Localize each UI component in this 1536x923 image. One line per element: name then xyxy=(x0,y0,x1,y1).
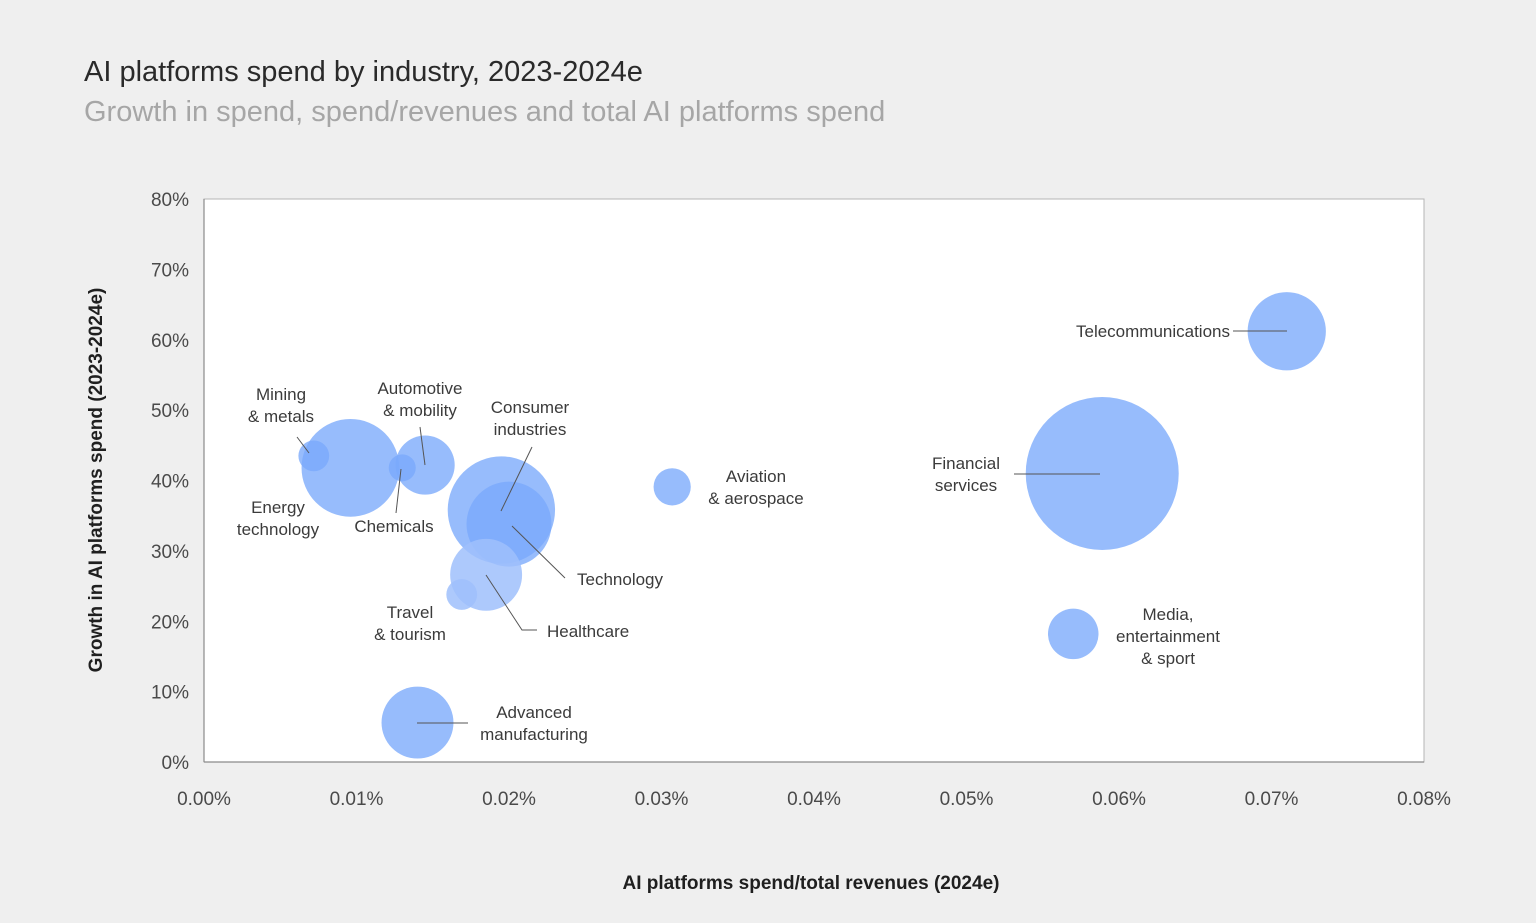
bubble-financial-services xyxy=(1025,396,1179,550)
bubble-label: Healthcare xyxy=(547,622,629,641)
leader-line xyxy=(485,574,537,631)
x-tick-label: 0.00% xyxy=(177,789,231,810)
bubble-mining-metals xyxy=(298,440,330,472)
bubble-media-entertainment-sport xyxy=(1047,608,1099,660)
bubble-label: technology xyxy=(237,520,320,539)
x-tick-label: 0.04% xyxy=(787,789,841,810)
x-tick-label: 0.06% xyxy=(1092,789,1146,810)
bubble-label: Chemicals xyxy=(354,517,433,536)
bubble-label: Automotive xyxy=(377,379,462,398)
bubble-label: manufacturing xyxy=(480,725,588,744)
x-tick-label: 0.02% xyxy=(482,789,536,810)
bubble-label: Technology xyxy=(577,570,664,589)
leader-line xyxy=(511,525,566,579)
y-tick-label: 0% xyxy=(162,753,190,774)
x-tick-label: 0.08% xyxy=(1397,789,1451,810)
y-tick-label: 70% xyxy=(151,260,189,281)
x-tick-label: 0.07% xyxy=(1245,789,1299,810)
bubble-labels: Mining & metals Energy technology Automotive… xyxy=(237,322,1230,744)
bubble-label: Mining xyxy=(256,385,306,404)
x-axis-title: AI platforms spend/total revenues (2024e… xyxy=(623,873,1000,894)
y-tick-label: 60% xyxy=(151,331,189,352)
x-tick-label: 0.03% xyxy=(635,789,689,810)
bubble-chemicals xyxy=(388,454,416,482)
bubble-label: Telecommunications xyxy=(1076,322,1230,341)
leader-line xyxy=(296,436,310,454)
chart-title: AI platforms spend by industry, 2023-202… xyxy=(84,56,643,88)
bubble-automotive-mobility xyxy=(395,435,455,495)
bubble-label: Travel xyxy=(387,603,434,622)
chart-subtitle: Growth in spend, spend/revenues and tota… xyxy=(84,96,886,128)
y-tick-labels: 0% 10% 20% 30% 40% 50% 60% 70% 80% xyxy=(151,190,189,774)
bubble-label: & tourism xyxy=(374,625,446,644)
leader-lines xyxy=(296,330,1287,724)
bubble-label: Energy xyxy=(251,498,305,517)
y-tick-label: 40% xyxy=(151,472,189,493)
bubbles xyxy=(298,292,1326,759)
y-tick-label: 80% xyxy=(151,190,189,211)
y-tick-label: 20% xyxy=(151,612,189,633)
leader-line xyxy=(419,426,426,466)
bubble-label: Aviation xyxy=(726,467,786,486)
y-axis-title: Growth in AI platforms spend (2023-2024e… xyxy=(86,288,107,673)
bubble-label: Media, xyxy=(1142,605,1193,624)
leader-line xyxy=(500,446,533,512)
bubble-label: & sport xyxy=(1141,649,1195,668)
bubble-label: & mobility xyxy=(383,401,457,420)
bubble-travel-tourism xyxy=(446,579,478,610)
bubble-energy-technology xyxy=(301,418,400,517)
bubble-label: services xyxy=(935,476,997,495)
bubble-label: & aerospace xyxy=(708,489,803,508)
x-tick-labels: 0.00% 0.01% 0.02% 0.03% 0.04% 0.05% 0.06% 0.07%… xyxy=(177,789,1451,810)
bubble-aviation-aerospace xyxy=(653,468,691,506)
bubble-label: Advanced xyxy=(496,703,572,722)
y-tick-label: 50% xyxy=(151,401,189,422)
y-tick-label: 30% xyxy=(151,542,189,563)
bubble-label: industries xyxy=(494,420,567,439)
bubble-label: Financial xyxy=(932,454,1000,473)
bubble-label: & metals xyxy=(248,407,314,426)
leader-line xyxy=(395,468,402,514)
x-tick-label: 0.05% xyxy=(940,789,994,810)
y-tick-label: 10% xyxy=(151,683,189,704)
bubble-label: entertainment xyxy=(1116,627,1220,646)
x-tick-label: 0.01% xyxy=(330,789,384,810)
bubble-label: Consumer xyxy=(491,398,570,417)
